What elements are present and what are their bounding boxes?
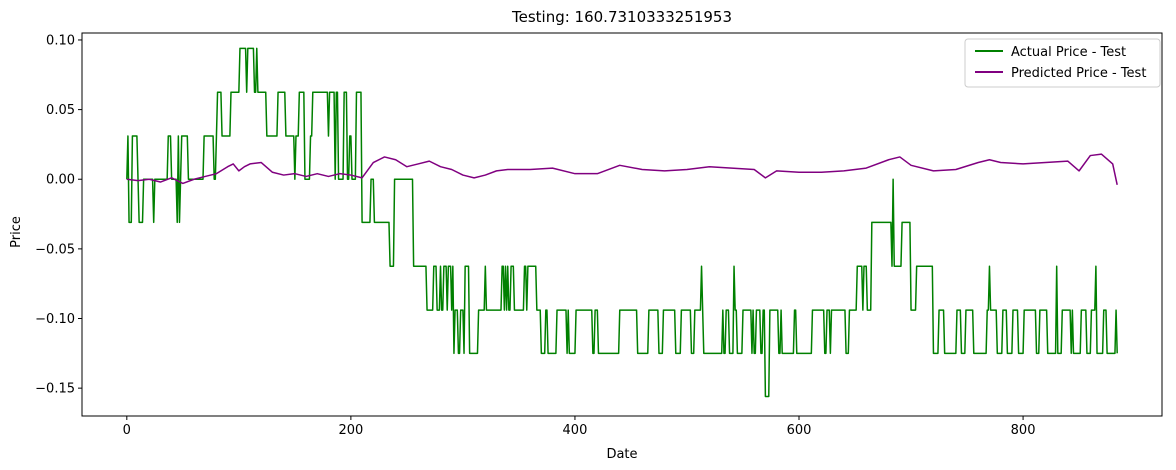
legend: Actual Price - Test Predicted Price - Te…	[964, 38, 1161, 88]
legend-box	[964, 38, 1161, 88]
x-tick-label: 600	[787, 423, 812, 438]
plot-frame	[81, 32, 1163, 417]
x-tick-label: 800	[1011, 423, 1036, 438]
y-tick-label: 0.00	[46, 173, 75, 188]
y-axis: −0.15 −0.10 −0.05 0.00 0.05 0.10	[35, 33, 82, 397]
x-axis-label: Date	[606, 447, 637, 462]
plot-area	[126, 47, 1118, 398]
x-axis: 0 200 400 600 800	[123, 416, 1036, 438]
legend-label-predicted: Predicted Price - Test	[1011, 66, 1146, 81]
x-tick-label: 400	[563, 423, 588, 438]
x-tick-label: 200	[338, 423, 363, 438]
chart-title: Testing: 160.7310333251953	[511, 8, 732, 26]
y-tick-label: −0.15	[35, 382, 75, 397]
y-tick-label: −0.10	[35, 312, 75, 327]
y-axis-label: Price	[9, 216, 24, 248]
y-tick-label: 0.10	[46, 33, 75, 48]
y-tick-label: 0.05	[46, 103, 75, 118]
series-line-actual	[126, 47, 1118, 398]
series-line-predicted	[126, 153, 1118, 185]
legend-label-actual: Actual Price - Test	[1011, 45, 1126, 60]
x-tick-label: 0	[123, 423, 131, 438]
y-tick-label: −0.05	[35, 242, 75, 257]
